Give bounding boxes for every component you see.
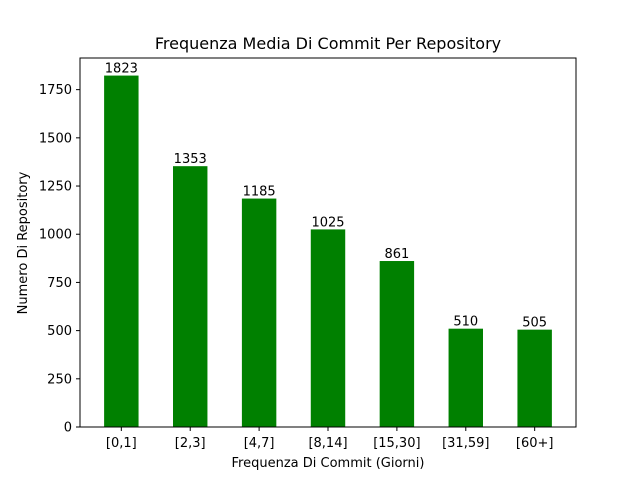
bar bbox=[310, 229, 346, 427]
bar-value-label: 1025 bbox=[311, 215, 344, 230]
bar-value-label: 510 bbox=[453, 315, 478, 330]
y-axis-label: Numero Di Repository bbox=[16, 171, 31, 314]
x-tick-label: [2,3] bbox=[175, 436, 206, 451]
bar-value-label: 505 bbox=[522, 316, 547, 331]
y-tick-label: 0 bbox=[64, 421, 72, 436]
y-ticks-group: 0 250 500 750 1000 1250 1500 1750 bbox=[39, 83, 80, 436]
x-tick-label: [31,59] bbox=[442, 436, 489, 451]
bar bbox=[379, 261, 415, 427]
y-tick-label: 500 bbox=[47, 324, 72, 339]
data-labels-group: 1823 1353 1185 1025 861 510 505 bbox=[105, 62, 547, 331]
bar bbox=[241, 198, 277, 427]
bar-value-label: 1353 bbox=[174, 152, 207, 167]
chart-title: Frequenza Media Di Commit Per Repository bbox=[155, 34, 501, 53]
bar bbox=[448, 328, 483, 427]
x-ticks-group: [0,1] [2,3] [4,7] [8,14] [15,30] [31,59] [60+] bbox=[106, 427, 554, 451]
bar-value-label: 1185 bbox=[243, 185, 276, 200]
bars-group bbox=[104, 75, 552, 427]
bar bbox=[517, 329, 552, 427]
x-tick-label: [0,1] bbox=[106, 436, 137, 451]
bar bbox=[173, 166, 208, 427]
x-tick-label: [4,7] bbox=[244, 436, 275, 451]
bar-value-label: 861 bbox=[384, 247, 409, 262]
plot-frame bbox=[79, 57, 577, 428]
y-tick-label: 1250 bbox=[39, 180, 72, 195]
x-tick-label: [15,30] bbox=[373, 436, 420, 451]
y-tick-label: 1750 bbox=[39, 83, 72, 98]
y-tick-label: 1000 bbox=[39, 228, 72, 243]
y-tick-label: 1500 bbox=[39, 131, 72, 146]
x-tick-label: [8,14] bbox=[308, 436, 347, 451]
x-axis-label: Frequenza Di Commit (Giorni) bbox=[232, 456, 425, 471]
y-tick-label: 250 bbox=[47, 372, 72, 387]
x-tick-label: [60+] bbox=[516, 436, 554, 451]
y-tick-label: 750 bbox=[47, 276, 72, 291]
bar-value-label: 1823 bbox=[105, 62, 138, 77]
bar bbox=[104, 75, 139, 427]
